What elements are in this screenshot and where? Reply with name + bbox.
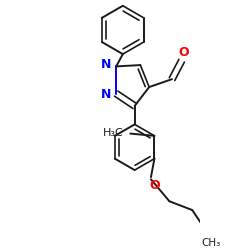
Text: CH₃: CH₃	[202, 238, 221, 248]
Text: N: N	[101, 58, 112, 71]
Text: O: O	[149, 178, 160, 192]
Text: N: N	[101, 88, 112, 101]
Text: O: O	[178, 46, 189, 59]
Text: H₃C: H₃C	[103, 128, 124, 138]
